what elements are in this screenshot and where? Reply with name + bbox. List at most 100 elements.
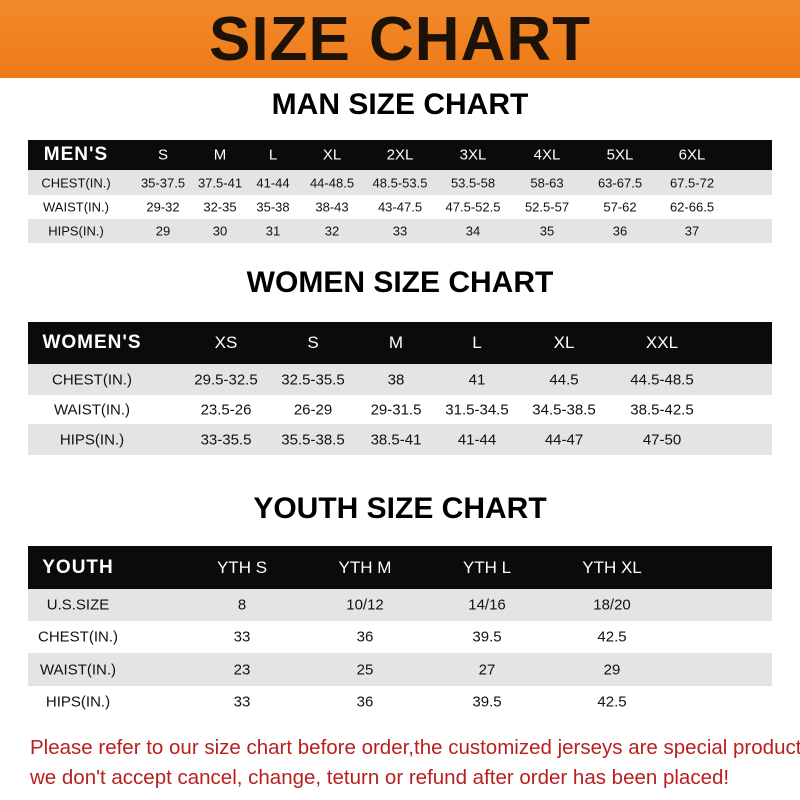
measurement-cell: 41-44 [256, 175, 290, 190]
table-row: CHEST(IN.) 35-37.5 37.5-41 41-44 44-48.5 48.5… [28, 170, 772, 195]
row-label: WAIST(IN.) [39, 661, 117, 678]
table-row: WAIST(IN.) 29-32 32-35 35-38 38-43 43-47.5 47.… [28, 195, 772, 219]
size-column-header: L [268, 146, 278, 164]
measurement-cell: 41 [468, 371, 486, 388]
women-size-table: WOMEN'S XS S M L XL XXL CHEST(IN.) 29.5-32.5 32.5… [28, 322, 772, 455]
measurement-cell: 38.5-42.5 [630, 401, 694, 418]
table-row: CHEST(IN.) 33 36 39.5 42.5 [28, 621, 772, 653]
row-label: HIPS(IN.) [59, 431, 125, 448]
size-column-header: S [307, 333, 319, 352]
table-title-cell: YOUTH [42, 556, 114, 578]
notice-line-2: we don't accept cancel, change, teturn o… [30, 766, 730, 789]
size-column-header: XL [553, 333, 575, 352]
size-column-header: L [472, 333, 482, 352]
measurement-cell: 30 [212, 223, 228, 239]
measurement-cell: 32 [324, 223, 340, 239]
table-title-cell: WOMEN'S [42, 332, 142, 353]
measurement-cell: 39.5 [472, 693, 502, 711]
measurement-cell: 52.5-57 [524, 199, 570, 215]
row-label: WAIST(IN.) [43, 199, 109, 215]
size-column-header: M [213, 146, 227, 164]
measurement-cell: 8 [237, 596, 247, 614]
row-label: CHEST(IN.) [41, 175, 111, 190]
table-row: HIPS(IN.) 33-35.5 35.5-38.5 38.5-41 41-44 44-… [28, 424, 772, 455]
measurement-cell: 35 [539, 223, 555, 239]
measurement-cell: 31 [265, 223, 281, 239]
table-row: HIPS(IN.) 33 36 39.5 42.5 [28, 686, 772, 718]
table-row: U.S.SIZE 8 10/12 14/16 18/20 [28, 589, 772, 621]
measurement-cell: 34 [465, 223, 481, 239]
measurement-cell: 38 [387, 371, 405, 388]
table-row: WAIST(IN.) 23 25 27 29 [28, 653, 772, 686]
page-title: SIZE CHART [209, 5, 591, 74]
measurement-cell: 53.5-58 [450, 175, 496, 190]
size-column-header: M [388, 333, 404, 352]
size-column-header: 3XL [459, 146, 487, 164]
measurement-cell: 47-50 [642, 431, 682, 448]
measurement-cell: 38-43 [315, 199, 349, 215]
measurement-cell: 26-29 [293, 401, 333, 418]
size-column-header: YTH L [462, 557, 512, 577]
measurement-cell: 23 [233, 661, 251, 678]
measurement-cell: 38.5-41 [370, 431, 422, 448]
table-row: HIPS(IN.) 29 30 31 32 33 34 35 36 37 [28, 219, 772, 243]
men-size-table: MEN'S S M L XL 2XL 3XL 4XL 5XL 6XL CHEST(IN.) 35-37… [28, 140, 772, 243]
size-column-header: XXL [645, 333, 679, 352]
measurement-cell: 34.5-38.5 [532, 401, 596, 418]
measurement-cell: 58-63 [530, 175, 564, 190]
measurement-cell: 29-31.5 [370, 401, 422, 418]
size-column-header: 4XL [533, 146, 561, 164]
measurement-cell: 43-47.5 [377, 199, 423, 215]
men-heading: MAN SIZE CHART [271, 88, 529, 121]
measurement-cell: 35-38 [256, 199, 290, 215]
row-label: HIPS(IN.) [45, 693, 111, 711]
measurement-cell: 14/16 [468, 596, 506, 614]
row-label: CHEST(IN.) [52, 371, 132, 388]
size-column-header: YTH XL [582, 557, 642, 577]
measurement-cell: 44.5 [549, 371, 579, 388]
measurement-cell: 44-47 [544, 431, 584, 448]
table-title-cell: MEN'S [43, 144, 109, 165]
measurement-cell: 33 [233, 628, 251, 646]
measurement-cell: 47.5-52.5 [445, 199, 501, 215]
table-header-row: YOUTH YTH S YTH M YTH L YTH XL [28, 546, 772, 589]
measurement-cell: 44.5-48.5 [630, 371, 694, 388]
measurement-cell: 37.5-41 [197, 175, 243, 190]
table-row: WAIST(IN.) 23.5-26 26-29 29-31.5 31.5-34.5 34… [28, 395, 772, 424]
measurement-cell: 62-66.5 [669, 199, 715, 215]
youth-heading: YOUTH SIZE CHART [253, 492, 547, 525]
women-heading: WOMEN SIZE CHART [246, 266, 554, 299]
measurement-cell: 48.5-53.5 [372, 175, 428, 190]
measurement-cell: 10/12 [346, 596, 384, 614]
measurement-cell: 57-62 [603, 199, 637, 215]
measurement-cell: 27 [478, 661, 496, 678]
measurement-cell: 67.5-72 [669, 175, 715, 190]
measurement-cell: 42.5 [597, 628, 627, 646]
table-row: CHEST(IN.) 29.5-32.5 32.5-35.5 38 41 44.5 44.5… [28, 364, 772, 395]
row-label: CHEST(IN.) [38, 628, 118, 646]
measurement-cell: 37 [684, 223, 700, 239]
row-label: HIPS(IN.) [48, 223, 104, 239]
measurement-cell: 33-35.5 [200, 431, 252, 448]
table-header-row: WOMEN'S XS S M L XL XXL [28, 322, 772, 364]
measurement-cell: 32.5-35.5 [281, 371, 345, 388]
size-column-header: 5XL [606, 146, 634, 164]
measurement-cell: 31.5-34.5 [445, 401, 509, 418]
size-column-header: YTH M [338, 557, 392, 577]
measurement-cell: 44-48.5 [309, 175, 355, 190]
measurement-cell: 42.5 [597, 693, 627, 711]
measurement-cell: 35-37.5 [140, 175, 186, 190]
measurement-cell: 25 [356, 661, 374, 678]
measurement-cell: 29 [155, 223, 171, 239]
notice-line-1: Please refer to our size chart before or… [30, 736, 800, 759]
table-header-row: MEN'S S M L XL 2XL 3XL 4XL 5XL 6XL [28, 140, 772, 170]
measurement-cell: 33 [392, 223, 408, 239]
size-column-header: 2XL [386, 146, 414, 164]
youth-size-table: YOUTH YTH S YTH M YTH L YTH XL U.S.SIZE 8 10/12… [28, 546, 772, 718]
measurement-cell: 36 [612, 223, 628, 239]
size-column-header: YTH S [216, 557, 268, 577]
measurement-cell: 23.5-26 [200, 401, 252, 418]
size-column-header: XS [214, 333, 238, 352]
measurement-cell: 33 [233, 693, 251, 711]
size-column-header: XL [322, 146, 342, 164]
